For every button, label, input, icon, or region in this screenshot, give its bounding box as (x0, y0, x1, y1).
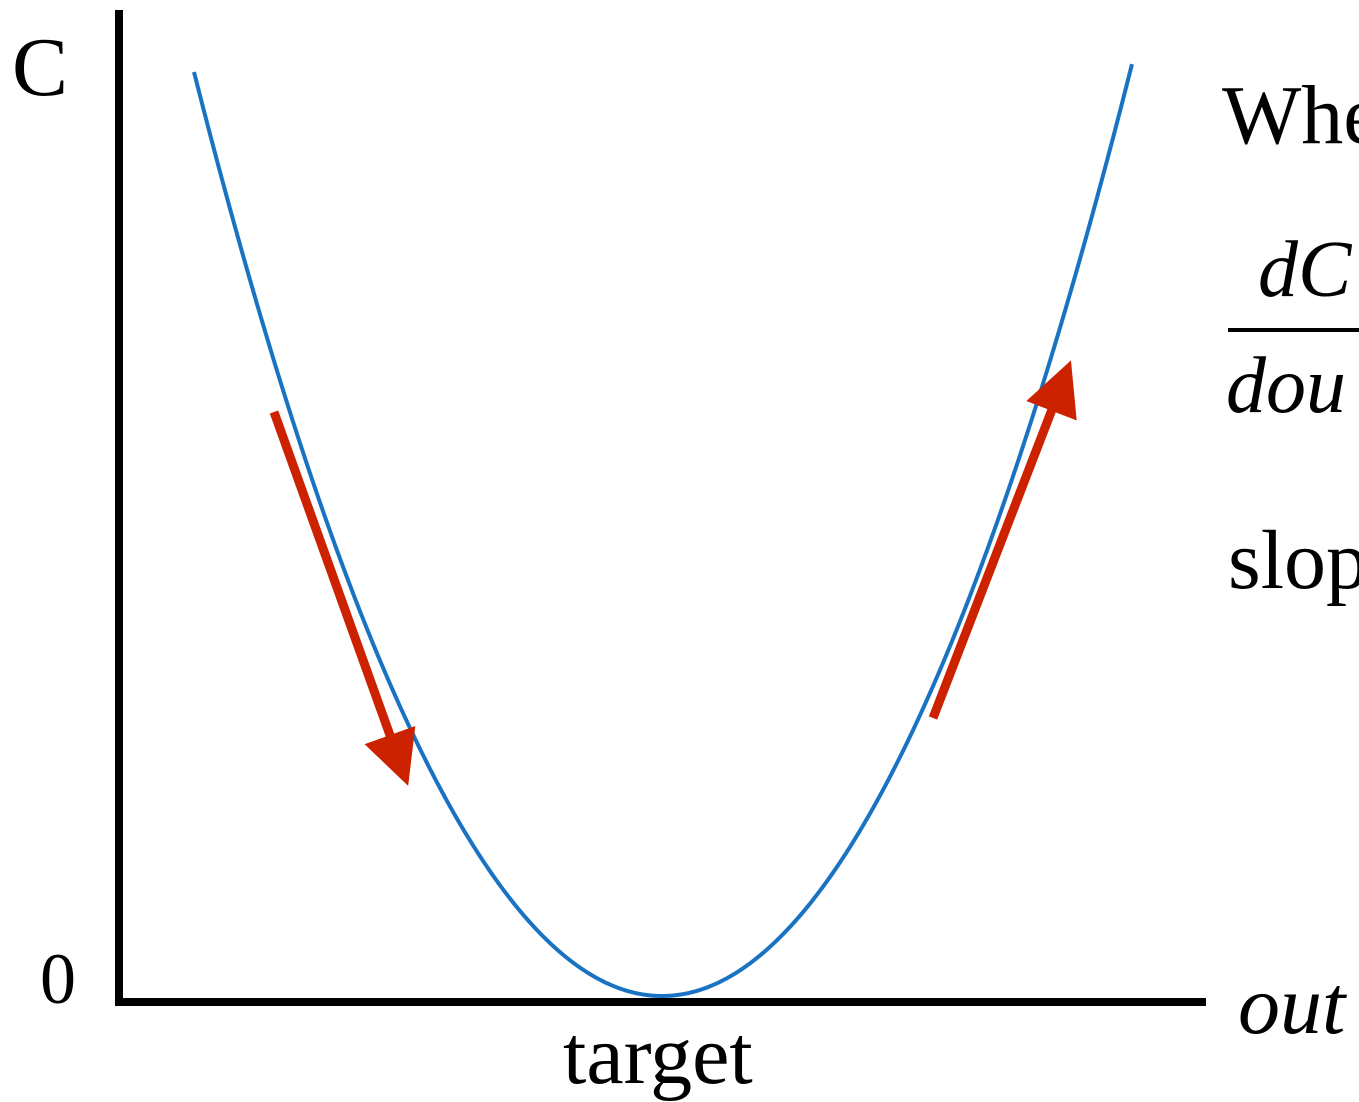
right-arrow (933, 394, 1058, 718)
fraction-denominator: dou (1226, 342, 1346, 430)
y-zero-label: 0 (40, 939, 76, 1019)
side-text-line1: Whe (1222, 69, 1359, 162)
fraction-numerator: dC (1258, 226, 1353, 314)
parabola-curve (194, 64, 1132, 996)
x-axis-label: out (1238, 959, 1348, 1052)
left-arrow (274, 412, 396, 752)
x-target-label: target (563, 1009, 753, 1102)
side-text-line3: slop (1228, 514, 1359, 607)
y-axis-label: C (12, 21, 68, 114)
